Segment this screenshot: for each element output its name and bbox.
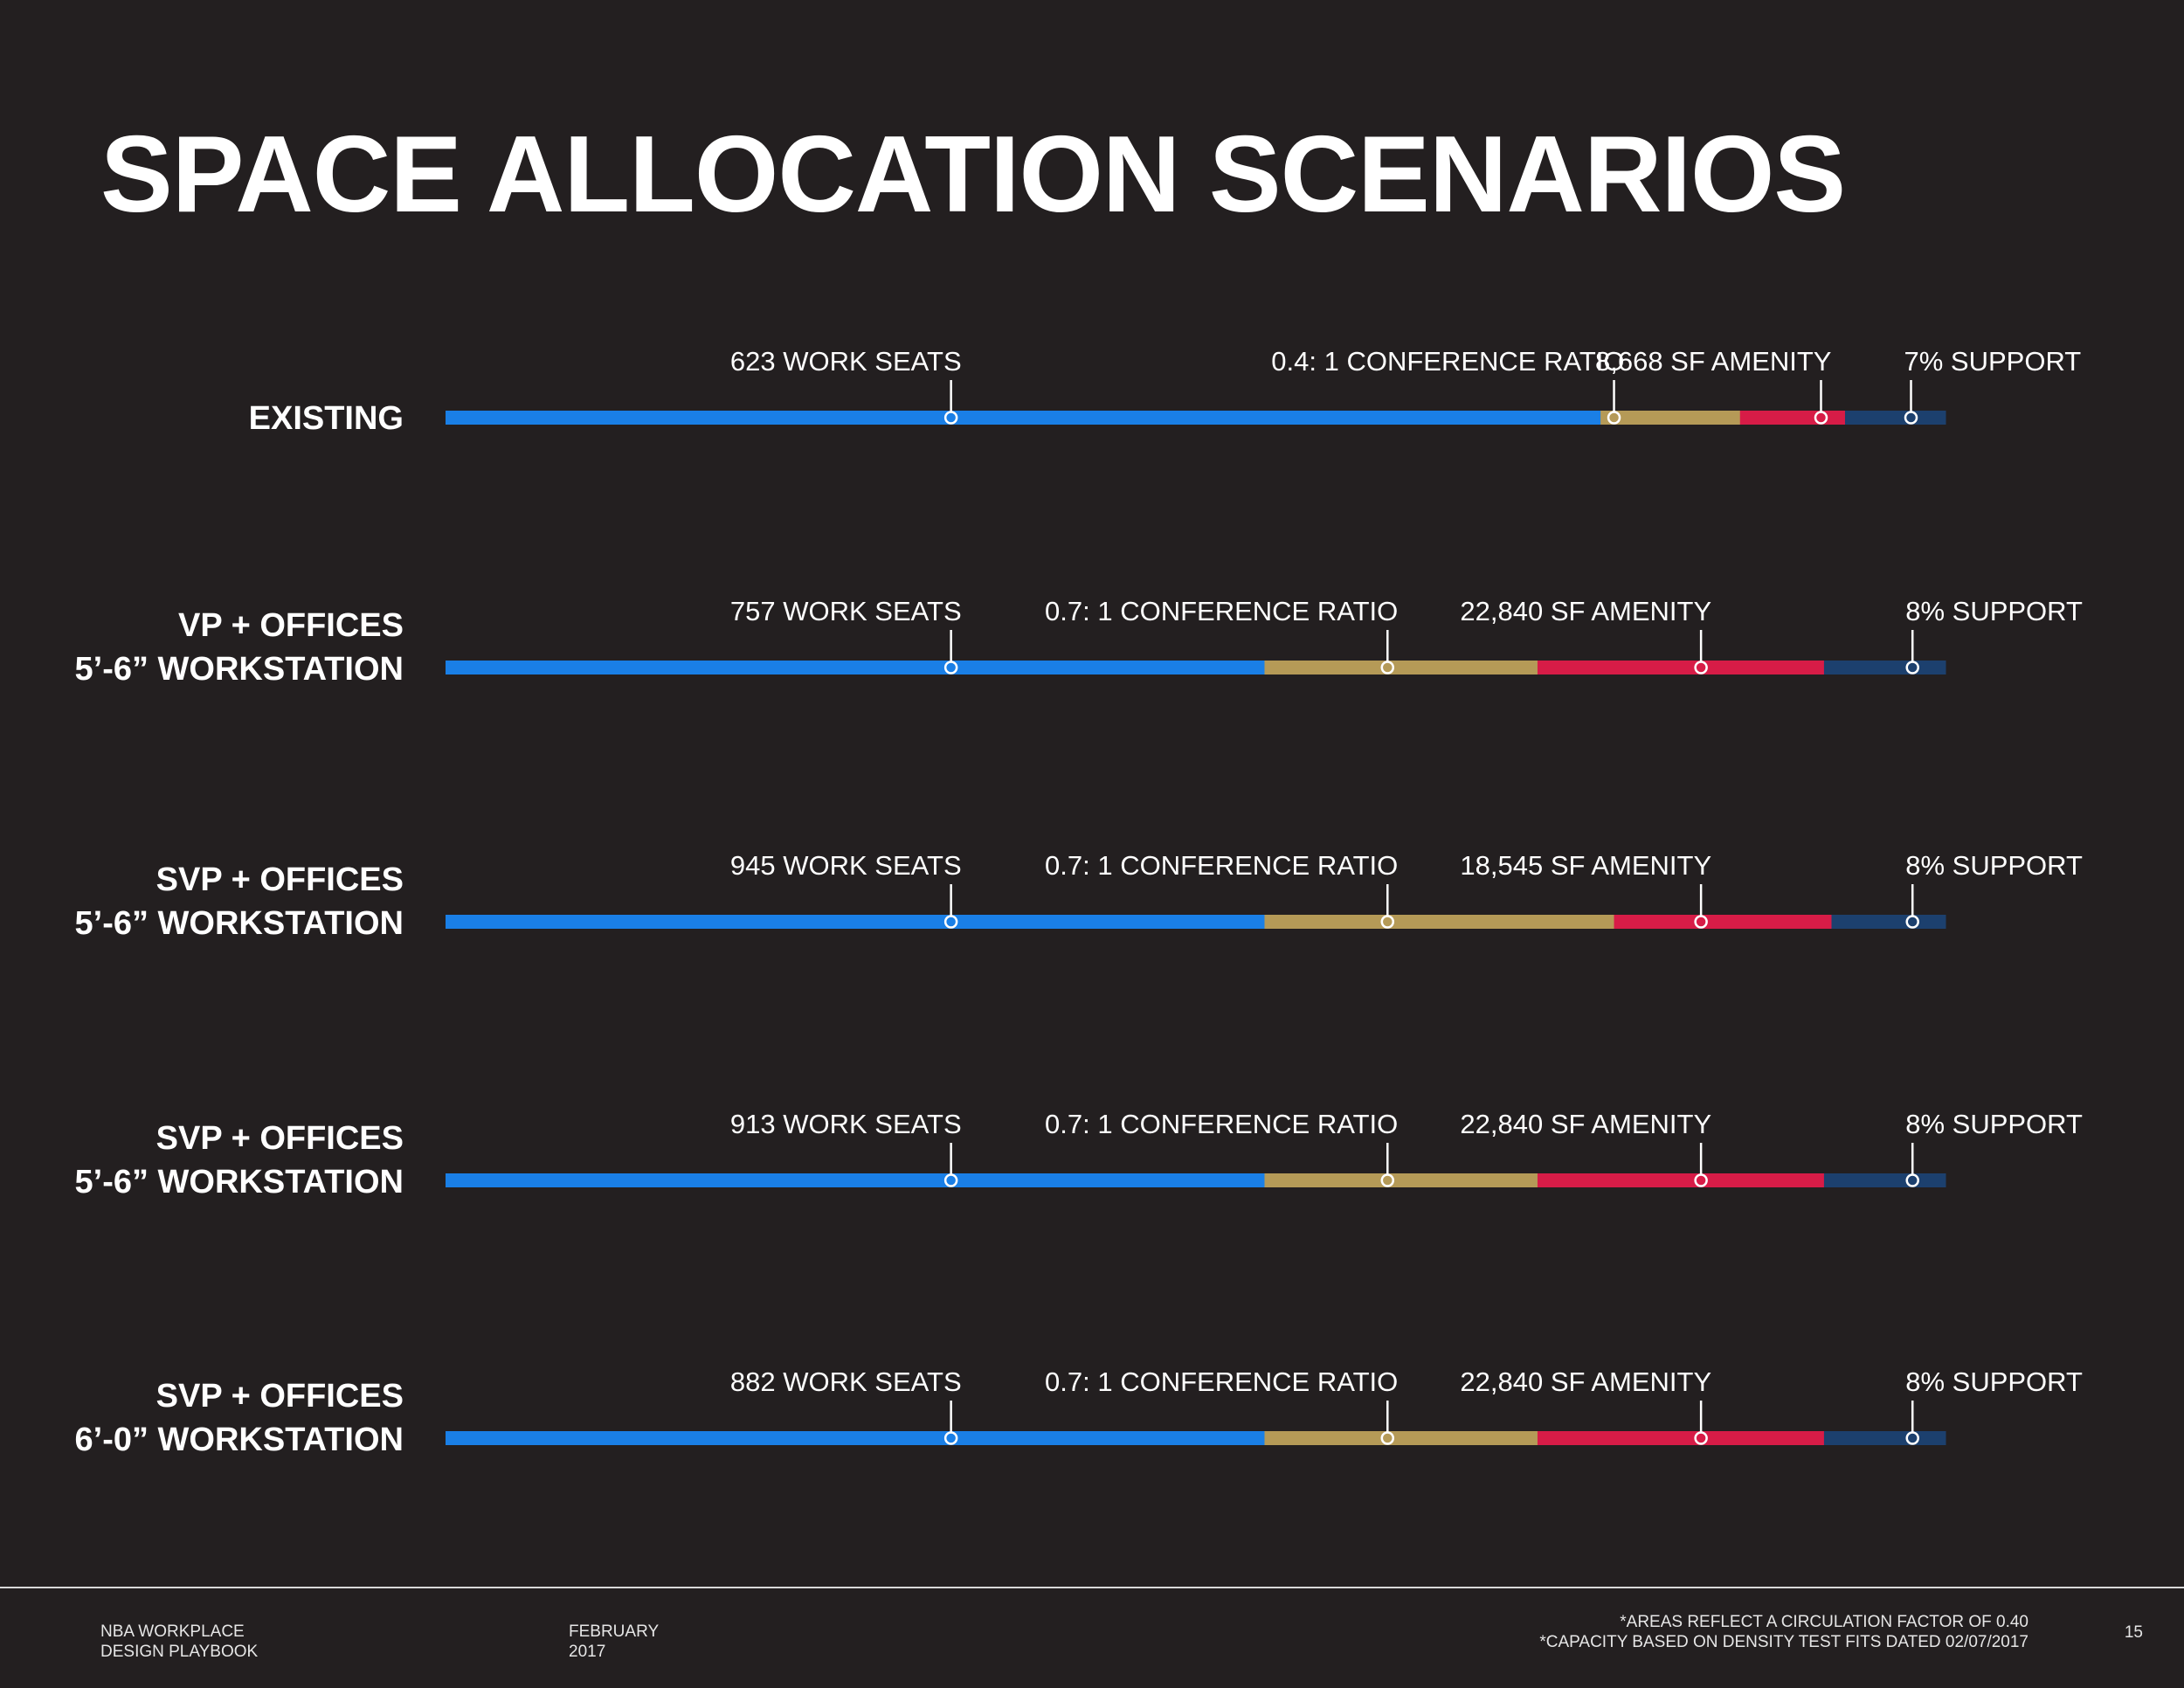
marker-dot xyxy=(943,661,958,675)
footer-note-1: *AREAS REFLECT A CIRCULATION FACTOR OF 0… xyxy=(1620,1613,2028,1631)
annotation-support: 8% SUPPORT xyxy=(1905,596,2083,626)
annotation-amenity: 22,840 SF AMENITY xyxy=(1460,1366,1711,1397)
bar-segment-amenity xyxy=(1537,1431,1825,1445)
scenario-label: SVP + OFFICES xyxy=(156,1120,404,1157)
annotation-work-seats: 945 WORK SEATS xyxy=(730,850,962,881)
marker-dot xyxy=(1814,411,1828,425)
bar-segment-work-seats xyxy=(446,411,1601,425)
bar-segment-conference xyxy=(1264,915,1615,929)
bar-segment-conference xyxy=(1264,1173,1538,1187)
bar-segment-conference xyxy=(1264,661,1538,675)
marker-dot xyxy=(943,915,958,929)
footer-notes: *AREAS REFLECT A CIRCULATION FACTOR OF 0… xyxy=(1539,1612,2028,1652)
bar-segment-amenity xyxy=(1739,411,1846,425)
annotation-conference: 0.7: 1 CONFERENCE RATIO xyxy=(1045,1366,1398,1397)
footer-note-2: *CAPACITY BASED ON DENSITY TEST FITS DAT… xyxy=(1539,1633,2028,1651)
bar-segment-support xyxy=(1823,1431,1946,1445)
scenario-label: 6’-0” WORKSTATION xyxy=(75,1422,404,1458)
marker-dot xyxy=(943,1173,958,1187)
footer-doc-line1: NBA WORKPLACE xyxy=(100,1622,245,1641)
scenario-label: 5’-6” WORKSTATION xyxy=(75,1164,404,1200)
scenario-row: EXISTING 623 WORK SEATS 0.4: 1 CONFERENCE … xyxy=(249,346,2082,437)
marker-dot xyxy=(1694,1431,1708,1445)
scenario-row: VP + OFFICES 5’-6” WORKSTATION 757 WORK SE… xyxy=(75,596,2083,688)
bar-segment-amenity xyxy=(1537,1173,1825,1187)
marker-dot xyxy=(1905,915,1919,929)
scenario-label: SVP + OFFICES xyxy=(156,1378,404,1415)
scenario-row: SVP + OFFICES 5’-6” WORKSTATION 913 WORK S… xyxy=(75,1109,2083,1200)
annotation-support: 8% SUPPORT xyxy=(1905,850,2083,881)
scenario-label: SVP + OFFICES xyxy=(156,861,404,898)
marker-dot xyxy=(1380,915,1395,929)
bar-segment-support xyxy=(1831,915,1946,929)
marker-dot xyxy=(1607,411,1621,425)
scenario-label: VP + OFFICES xyxy=(178,607,404,644)
footer-doc-line2: DESIGN PLAYBOOK xyxy=(100,1643,259,1661)
bar-segment-conference xyxy=(1264,1431,1538,1445)
annotation-work-seats: 757 WORK SEATS xyxy=(730,596,962,626)
marker-dot xyxy=(1380,661,1395,675)
bar-segment-support xyxy=(1823,661,1946,675)
scenario-label: 5’-6” WORKSTATION xyxy=(75,651,404,688)
marker-dot xyxy=(943,1431,958,1445)
bar-segment-amenity xyxy=(1614,915,1833,929)
bar-segment-work-seats xyxy=(446,661,1265,675)
annotation-amenity: 22,840 SF AMENITY xyxy=(1460,1109,1711,1139)
scenario-row: SVP + OFFICES 6’-0” WORKSTATION 882 WORK S… xyxy=(75,1366,2083,1458)
annotation-amenity: 8,668 SF AMENITY xyxy=(1595,346,1832,377)
annotation-conference: 0.7: 1 CONFERENCE RATIO xyxy=(1045,1109,1398,1139)
annotation-amenity: 22,840 SF AMENITY xyxy=(1460,596,1711,626)
scenario-label: 5’-6” WORKSTATION xyxy=(75,905,404,942)
marker-dot xyxy=(1905,1173,1919,1187)
marker-dot xyxy=(1905,661,1919,675)
marker-dot xyxy=(943,411,958,425)
annotation-conference: 0.4: 1 CONFERENCE RATIO xyxy=(1271,346,1624,377)
annotation-support: 8% SUPPORT xyxy=(1905,1109,2083,1139)
scenario-row: SVP + OFFICES 5’-6” WORKSTATION 945 WORK S… xyxy=(75,850,2083,942)
footer-document: NBA WORKPLACE DESIGN PLAYBOOK xyxy=(100,1622,258,1662)
scenario-label: EXISTING xyxy=(249,400,404,437)
footer-date-line1: FEBRUARY xyxy=(569,1622,660,1641)
bar-segment-work-seats xyxy=(446,1431,1265,1445)
annotation-conference: 0.7: 1 CONFERENCE RATIO xyxy=(1045,850,1398,881)
annotation-amenity: 18,545 SF AMENITY xyxy=(1460,850,1711,881)
bar-segment-support xyxy=(1823,1173,1946,1187)
marker-dot xyxy=(1380,1173,1395,1187)
marker-dot xyxy=(1694,1173,1708,1187)
annotation-work-seats: 882 WORK SEATS xyxy=(730,1366,962,1397)
annotation-work-seats: 913 WORK SEATS xyxy=(730,1109,962,1139)
bar-segment-support xyxy=(1844,411,1946,425)
footer-divider xyxy=(0,1587,2184,1588)
annotation-support: 8% SUPPORT xyxy=(1905,1366,2083,1397)
annotation-work-seats: 623 WORK SEATS xyxy=(730,346,962,377)
bar-segment-conference xyxy=(1600,411,1741,425)
page-title: SPACE ALLOCATION SCENARIOS xyxy=(100,114,1846,235)
annotation-support: 7% SUPPORT xyxy=(1904,346,2082,377)
annotation-conference: 0.7: 1 CONFERENCE RATIO xyxy=(1045,596,1398,626)
bar-segment-amenity xyxy=(1537,661,1825,675)
marker-dot xyxy=(1380,1431,1395,1445)
marker-dot xyxy=(1694,915,1708,929)
marker-dot xyxy=(1694,661,1708,675)
bar-segment-work-seats xyxy=(446,915,1265,929)
allocation-chart: EXISTING 623 WORK SEATS 0.4: 1 CONFERENCE … xyxy=(75,346,2083,1458)
page-number: 15 xyxy=(2124,1623,2143,1642)
footer-date: FEBRUARY 2017 xyxy=(569,1622,659,1662)
bar-segment-work-seats xyxy=(446,1173,1265,1187)
marker-dot xyxy=(1904,411,1918,425)
footer-date-line2: 2017 xyxy=(569,1643,606,1661)
marker-dot xyxy=(1905,1431,1919,1445)
